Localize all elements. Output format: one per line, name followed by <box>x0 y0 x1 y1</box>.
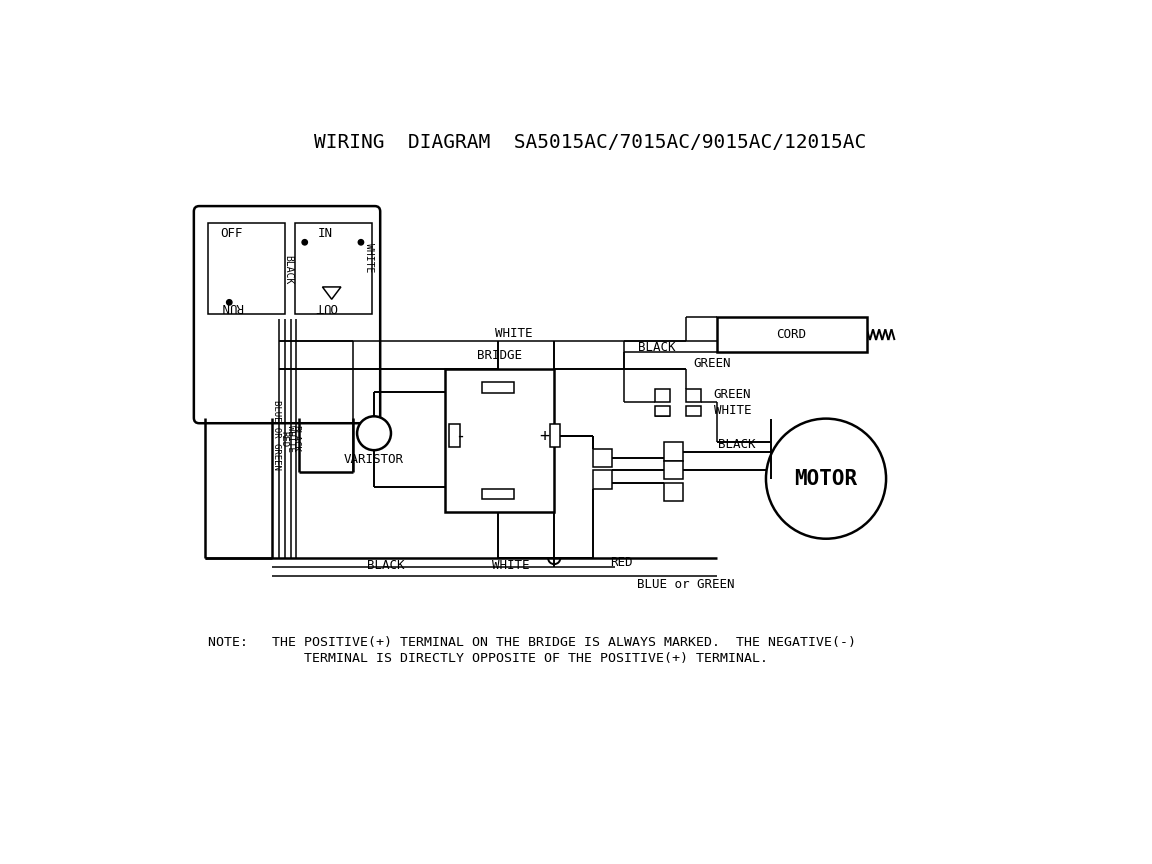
Text: WHITE: WHITE <box>713 403 751 416</box>
Bar <box>482 489 514 499</box>
Text: RED: RED <box>280 430 288 447</box>
Text: IN: IN <box>318 226 333 239</box>
Text: GREEN: GREEN <box>694 357 732 370</box>
Circle shape <box>357 416 391 450</box>
Bar <box>665 461 683 480</box>
Text: NOTE:   THE POSITIVE(+) TERMINAL ON THE BRIDGE IS ALWAYS MARKED.  THE NEGATIVE(-: NOTE: THE POSITIVE(+) TERMINAL ON THE BR… <box>209 636 856 649</box>
Bar <box>665 442 683 461</box>
Text: WHITE: WHITE <box>364 243 374 272</box>
Text: RED: RED <box>611 556 632 569</box>
Text: WIRING  DIAGRAM  SA5015AC/7015AC/9015AC/12015AC: WIRING DIAGRAM SA5015AC/7015AC/9015AC/12… <box>314 133 866 152</box>
FancyBboxPatch shape <box>194 206 380 423</box>
Text: BLUE or GREEN: BLUE or GREEN <box>637 578 735 591</box>
Bar <box>685 405 702 416</box>
Bar <box>593 470 612 489</box>
Bar <box>482 383 514 393</box>
Text: BLACK: BLACK <box>718 438 756 451</box>
Text: OFF: OFF <box>220 226 243 239</box>
Bar <box>685 389 702 403</box>
Text: TERMINAL IS DIRECTLY OPPOSITE OF THE POSITIVE(+) TERMINAL.: TERMINAL IS DIRECTLY OPPOSITE OF THE POS… <box>209 651 768 664</box>
Bar <box>445 369 554 511</box>
Bar <box>655 389 670 403</box>
Circle shape <box>358 239 364 245</box>
Circle shape <box>227 300 232 305</box>
Bar <box>665 482 683 501</box>
Bar <box>717 317 866 353</box>
Circle shape <box>302 239 308 245</box>
Text: BLACK: BLACK <box>366 559 404 572</box>
Text: GREEN: GREEN <box>713 388 751 401</box>
Bar <box>295 223 372 314</box>
Text: BLACK: BLACK <box>291 425 300 452</box>
Bar <box>449 424 460 447</box>
Circle shape <box>766 419 886 539</box>
Bar <box>655 405 670 416</box>
Text: CORD: CORD <box>776 328 806 341</box>
Bar <box>209 223 286 314</box>
Text: +: + <box>539 427 550 445</box>
Text: BRIDGE: BRIDGE <box>477 349 522 362</box>
Text: -: - <box>455 427 465 445</box>
Text: OUT: OUT <box>314 300 336 313</box>
Text: WHITE: WHITE <box>286 425 295 452</box>
Text: BLUE OR GREEN: BLUE OR GREEN <box>272 400 281 470</box>
Text: WHITE: WHITE <box>492 559 529 572</box>
Bar <box>593 448 612 467</box>
Text: WHITE: WHITE <box>495 327 533 340</box>
Text: BLACK: BLACK <box>638 341 675 354</box>
Polygon shape <box>323 287 341 299</box>
Text: MOTOR: MOTOR <box>795 468 857 489</box>
Bar <box>550 424 560 447</box>
Text: RUN: RUN <box>220 300 243 313</box>
Text: BLACK: BLACK <box>282 255 293 284</box>
Text: VARISTOR: VARISTOR <box>344 453 404 466</box>
